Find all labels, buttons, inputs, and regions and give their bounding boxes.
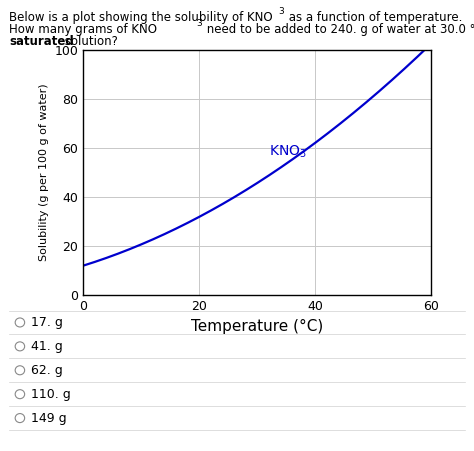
Text: saturated: saturated	[9, 35, 74, 48]
Text: 41. g: 41. g	[31, 340, 63, 353]
Text: need to be added to 240. g of water at 30.0 °C to form a: need to be added to 240. g of water at 3…	[203, 23, 474, 37]
Text: 17. g: 17. g	[31, 316, 63, 329]
Text: 3: 3	[197, 18, 202, 28]
Text: KNO$_3$: KNO$_3$	[269, 143, 307, 160]
Text: 110. g: 110. g	[31, 388, 71, 400]
Text: Below is a plot showing the solubility of KNO: Below is a plot showing the solubility o…	[9, 11, 273, 24]
Text: 149 g: 149 g	[31, 412, 66, 424]
Text: How many grams of KNO: How many grams of KNO	[9, 23, 157, 37]
Y-axis label: Solubility (g per 100 g of water): Solubility (g per 100 g of water)	[39, 84, 49, 261]
X-axis label: Temperature (°C): Temperature (°C)	[191, 319, 323, 334]
Text: as a function of temperature.: as a function of temperature.	[285, 11, 462, 24]
Text: 62. g: 62. g	[31, 364, 63, 377]
Text: 3: 3	[278, 6, 284, 15]
Text: solution?: solution?	[61, 35, 118, 48]
